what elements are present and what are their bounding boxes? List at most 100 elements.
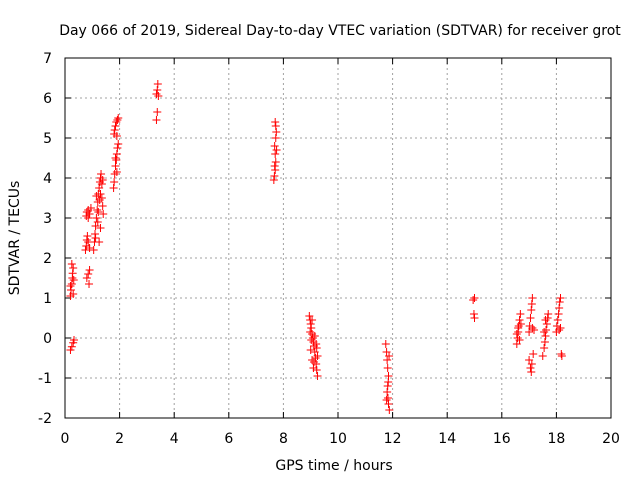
data-point <box>66 346 75 354</box>
data-point <box>96 224 105 232</box>
data-point <box>553 316 562 324</box>
data-point <box>555 298 564 306</box>
data-point <box>69 276 78 284</box>
data-point <box>154 92 163 100</box>
data-point <box>85 210 94 218</box>
y-axis-label: SDTVAR / TECUs <box>7 181 23 296</box>
data-point <box>89 246 98 254</box>
data-point <box>385 406 394 414</box>
data-point <box>270 162 279 170</box>
data-point <box>111 154 120 162</box>
data-point <box>469 296 478 304</box>
data-point <box>312 340 321 348</box>
data-point <box>527 368 536 376</box>
data-point <box>306 346 315 354</box>
data-point <box>556 324 565 332</box>
data-point <box>540 338 549 346</box>
y-tick-label: 5 <box>43 131 52 147</box>
y-tick-label: 4 <box>43 171 52 187</box>
data-point <box>93 198 102 206</box>
data-point <box>95 238 104 246</box>
data-point <box>312 366 321 374</box>
data-point <box>513 334 522 342</box>
data-point <box>557 352 566 360</box>
data-point <box>516 320 525 328</box>
data-point <box>512 330 521 338</box>
data-point <box>308 356 317 364</box>
data-point <box>310 332 319 340</box>
data-point <box>383 388 392 396</box>
data-point <box>530 326 539 334</box>
data-point <box>383 382 392 390</box>
axis-ticks <box>64 57 612 419</box>
x-tick-label: 18 <box>547 431 565 447</box>
data-point <box>554 310 563 318</box>
data-point <box>67 260 76 268</box>
data-point <box>515 316 524 324</box>
data-point <box>544 310 553 318</box>
data-point <box>110 126 119 134</box>
data-point <box>68 269 77 278</box>
data-point <box>526 364 535 372</box>
x-tick-label: 0 <box>61 431 70 447</box>
data-point <box>98 176 107 184</box>
data-point <box>382 396 391 404</box>
data-point <box>69 290 78 298</box>
data-point <box>528 294 537 302</box>
data-point <box>527 360 536 368</box>
data-point <box>91 234 100 242</box>
data-point <box>542 320 551 328</box>
data-point <box>112 132 121 140</box>
data-point <box>381 340 390 348</box>
data-point <box>271 150 280 158</box>
x-tick-label: 20 <box>602 431 620 447</box>
x-tick-label: 12 <box>384 431 402 447</box>
data-point <box>307 324 316 332</box>
data-point <box>516 310 525 318</box>
data-point <box>540 328 549 336</box>
data-point <box>110 178 119 186</box>
y-tick-label: 0 <box>43 331 52 347</box>
data-point <box>270 172 279 180</box>
data-point <box>96 174 105 182</box>
data-point <box>114 140 123 148</box>
data-point <box>272 146 281 154</box>
x-tick-label: 6 <box>224 431 233 447</box>
y-tick-label: -1 <box>38 371 52 387</box>
x-tick-label: 16 <box>493 431 511 447</box>
data-point <box>271 158 280 166</box>
data-point <box>527 306 536 314</box>
data-point <box>82 236 91 244</box>
data-point <box>543 314 552 322</box>
y-tick-label: 6 <box>43 91 52 107</box>
data-point <box>555 304 564 312</box>
data-point <box>526 314 535 322</box>
data-point <box>111 122 120 130</box>
data-point <box>97 194 106 202</box>
data-point <box>94 208 103 216</box>
data-point <box>309 364 318 372</box>
data-point <box>313 352 322 360</box>
data-point <box>152 116 161 124</box>
data-point <box>112 168 121 176</box>
data-point <box>272 128 281 136</box>
data-point <box>85 244 94 252</box>
data-point <box>66 282 75 290</box>
data-point <box>95 196 104 204</box>
data-point <box>99 210 108 218</box>
x-tick-label: 2 <box>115 431 124 447</box>
data-point <box>112 150 121 158</box>
x-tick-labels: 0 2 4 6 8 10 12 14 16 18 20 <box>61 431 620 447</box>
data-point <box>69 264 78 272</box>
data-point <box>113 116 122 124</box>
data-point <box>84 270 93 278</box>
y-tick-label: 2 <box>43 251 52 267</box>
data-point <box>97 170 106 178</box>
x-tick-label: 14 <box>438 431 456 447</box>
data-point <box>81 246 90 254</box>
data-point <box>85 280 94 288</box>
data-point <box>541 316 550 324</box>
data-point <box>112 118 121 126</box>
data-point <box>96 190 105 198</box>
data-point <box>93 218 102 226</box>
